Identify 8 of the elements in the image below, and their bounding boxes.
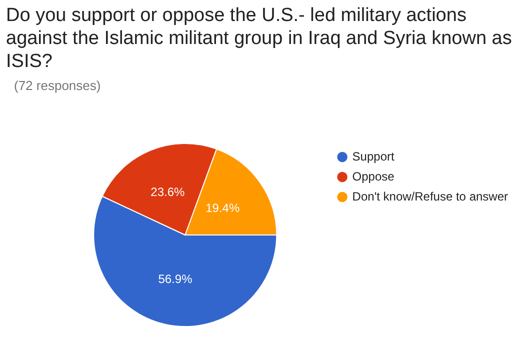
legend-label: Oppose	[352, 169, 395, 184]
chart-title: Do you support or oppose the U.S.- led military actions against the Islamic militant group in Iraq and Syria known as ISIS?	[6, 4, 513, 73]
chart-subtitle: (72 responses)	[14, 78, 101, 93]
data-label: 23.6%	[150, 185, 186, 200]
data-label: 56.9%	[158, 272, 193, 286]
legend-label: Support	[352, 149, 395, 164]
legend-label: Don't know/Refuse to answer	[352, 189, 508, 204]
data-label: 19.4%	[206, 201, 240, 216]
